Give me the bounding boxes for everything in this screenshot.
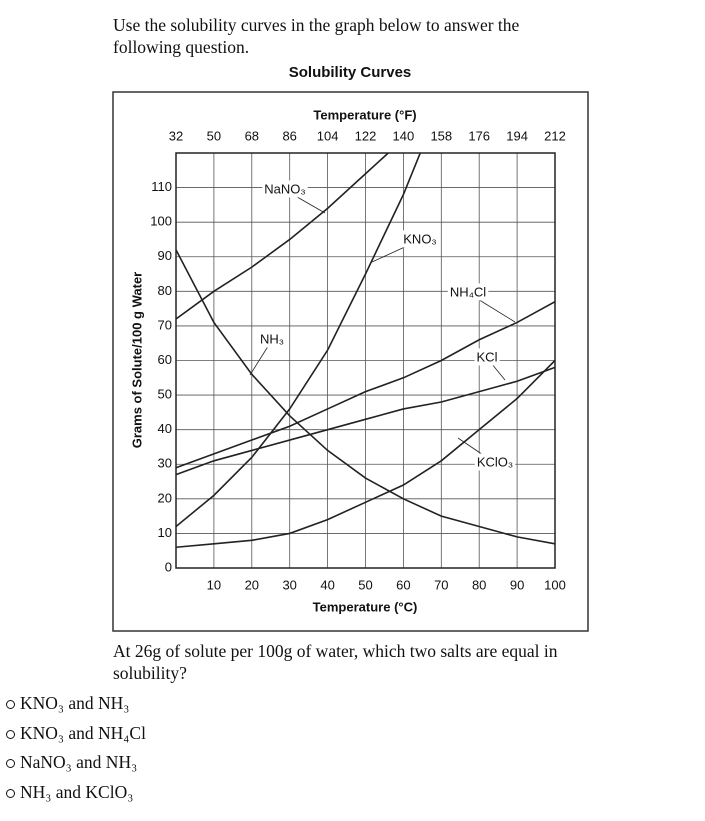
answer-option[interactable]: NH₃ and KClO₃ <box>4 781 133 803</box>
y-tick-label: 0 <box>165 559 172 574</box>
solubility-curve <box>176 249 555 545</box>
x2-tick-label: 68 <box>245 128 259 143</box>
curve-label-bg <box>447 283 489 301</box>
plot-border <box>175 152 556 569</box>
intro-text: Use the solubility curves in the graph b… <box>113 15 520 57</box>
y-tick-label: 40 <box>158 421 172 436</box>
chart: Solubility Curves Temperature (°F) Tempe… <box>112 64 589 632</box>
x-tick-label: 30 <box>282 577 296 592</box>
curve-label-bg <box>257 330 287 348</box>
x-axis-label: Temperature (°C) <box>313 599 418 614</box>
tick-label-bg <box>156 422 174 437</box>
curve-label-bg <box>401 230 439 248</box>
curve-label-bg <box>474 348 500 366</box>
y-tick-label: 10 <box>158 525 172 540</box>
solubility-curve <box>176 153 422 528</box>
tick-label-bg <box>156 388 174 403</box>
answer-option[interactable]: KNO₃ and NH₃ <box>4 692 129 714</box>
chart-title: Solubility Curves <box>289 64 412 81</box>
x-tick-label: 90 <box>510 577 524 592</box>
solubility-curve <box>176 359 555 549</box>
curve-label: KClO₃ <box>477 454 513 469</box>
y-tick-label: 110 <box>151 179 172 194</box>
answer-option[interactable]: NaNO₃ and NH₃ <box>4 751 137 773</box>
x2-tick-label: 86 <box>282 128 296 143</box>
x-tick-label: 60 <box>396 577 410 592</box>
y-tick-label: 20 <box>158 490 172 505</box>
curve-label: NH₄Cl <box>450 284 486 299</box>
curve-label: KCl <box>477 349 498 364</box>
tick-label-bg <box>156 249 174 264</box>
tick-label-bg <box>156 180 174 195</box>
figure-frame <box>112 91 589 632</box>
solubility-curve <box>176 153 390 320</box>
x2-tick-label: 32 <box>169 128 183 143</box>
x2-tick-label: 194 <box>506 128 528 143</box>
solubility-curve <box>176 301 555 469</box>
tick-label-bg <box>156 561 174 575</box>
x2-tick-label: 158 <box>430 128 452 143</box>
tick-label-bg <box>156 284 174 299</box>
x-tick-label: 20 <box>245 577 259 592</box>
y-tick-label: 80 <box>158 283 172 298</box>
tick-label-bg <box>156 353 174 368</box>
x2-tick-label: 176 <box>468 128 490 143</box>
x2-tick-label: 50 <box>207 128 221 143</box>
x-tick-label: 10 <box>207 577 221 592</box>
curve-label: NH₃ <box>260 331 284 346</box>
curve-label-bg <box>262 180 308 198</box>
x2-tick-label: 140 <box>393 128 415 143</box>
x2-tick-label: 104 <box>317 128 339 143</box>
y-tick-label: 90 <box>158 248 172 263</box>
curve-label-bg <box>474 453 516 471</box>
curve-label: NaNO₃ <box>264 181 305 196</box>
x2-axis-label: Temperature (°F) <box>313 107 416 122</box>
x-tick-label: 100 <box>544 577 566 592</box>
y-tick-label: 70 <box>158 317 172 332</box>
x2-tick-label: 212 <box>544 128 566 143</box>
tick-label-bg <box>156 215 174 230</box>
tick-label-bg <box>156 318 174 333</box>
y-tick-label: 30 <box>158 456 172 471</box>
x2-tick-label: 122 <box>355 128 377 143</box>
tick-label-bg <box>156 491 174 506</box>
tick-label-bg <box>156 457 174 472</box>
y-tick-label: 100 <box>150 214 172 229</box>
answer-option[interactable]: KNO₃ and NH₄Cl <box>4 722 146 744</box>
y-axis-label: Grams of Solute/100 g Water <box>129 272 144 449</box>
x-tick-label: 40 <box>320 577 334 592</box>
x-tick-label: 80 <box>472 577 486 592</box>
curve-label: KNO₃ <box>403 231 436 246</box>
tick-label-bg <box>156 526 174 541</box>
question-text: At 26g of solute per 100g of water, whic… <box>113 641 558 683</box>
x-tick-label: 50 <box>358 577 372 592</box>
solubility-curve <box>176 366 555 476</box>
y-tick-label: 60 <box>158 352 172 367</box>
y-tick-label: 50 <box>158 387 172 402</box>
x-tick-label: 70 <box>434 577 448 592</box>
